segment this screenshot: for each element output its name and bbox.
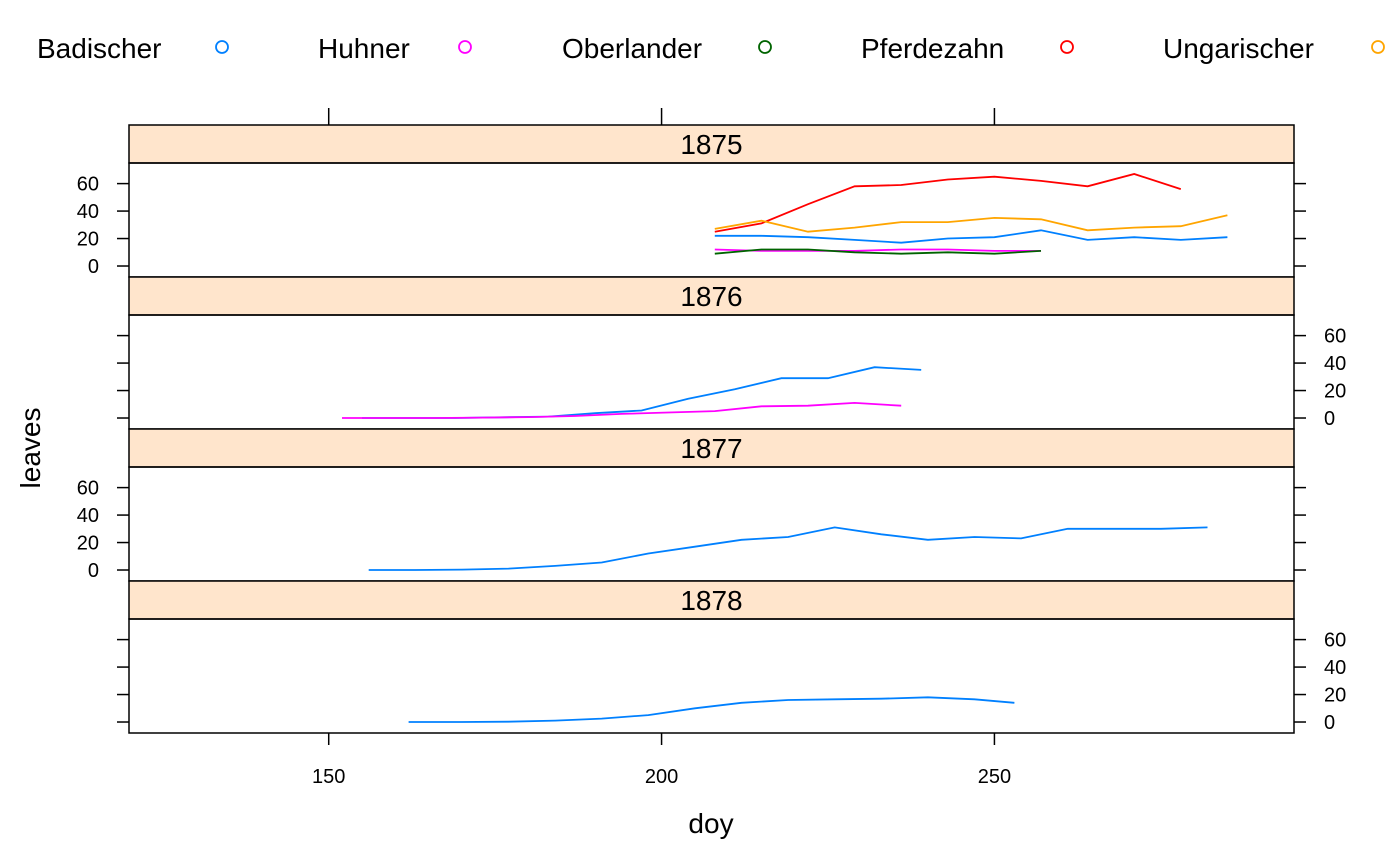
panel-frame [128, 162, 1295, 278]
legend-symbol [215, 40, 229, 54]
y-tick-label: 40 [1324, 353, 1346, 375]
series-line-huhner [342, 401, 902, 419]
y-tick-label: 0 [1324, 408, 1335, 430]
legend-symbol [758, 40, 772, 54]
legend-label: Ungarischer [1163, 33, 1314, 64]
y-axis-label: leaves [15, 408, 46, 489]
x-tick-label: 250 [978, 766, 1011, 788]
y-tick-label: 60 [1324, 326, 1346, 348]
y-tick-label: 20 [77, 229, 99, 251]
legend-label: Huhner [318, 33, 410, 64]
y-tick-label: 40 [1324, 657, 1346, 679]
panel-strip [128, 124, 1295, 164]
panel-strip [128, 428, 1295, 468]
y-tick-label: 0 [88, 560, 99, 582]
y-tick-label: 60 [1324, 630, 1346, 652]
panels: 1875 0 20 40 60 1876 0 20 40 60 1877 0 20 40 60 1878 0 20… [77, 124, 1346, 734]
panel-title: 1877 [680, 433, 742, 464]
panel-frame [128, 618, 1295, 734]
legend-label: Oberlander [562, 33, 702, 64]
series-line-badischer [408, 696, 1015, 723]
series-line-ungarischer [714, 214, 1228, 233]
x-tick-label: 200 [645, 766, 678, 788]
series-line-huhner [714, 248, 1041, 252]
y-tick-label: 40 [77, 201, 99, 223]
legend-symbol [458, 40, 472, 54]
series-line-oberlander [714, 248, 1042, 255]
y-tick-label: 60 [77, 174, 99, 196]
panel-1878: 1878 0 20 40 60 [117, 580, 1346, 734]
y-tick-label: 0 [88, 256, 99, 278]
panel-frame [128, 466, 1295, 582]
panel-1876: 1876 0 20 40 60 [117, 276, 1346, 430]
legend: Badischer Huhner Oberlander Pferdezahn Ungar… [37, 33, 1385, 64]
y-tick-label: 20 [1324, 381, 1346, 403]
y-tick-label: 0 [1324, 712, 1335, 734]
y-tick-label: 20 [1324, 685, 1346, 707]
y-tick-label: 60 [77, 478, 99, 500]
panel-title: 1878 [680, 585, 742, 616]
panel-strip [128, 276, 1295, 316]
series-line-pferdezahn [714, 173, 1182, 233]
y-tick-label: 40 [77, 505, 99, 527]
y-tick-label: 20 [77, 533, 99, 555]
series-line-badischer [714, 229, 1228, 244]
x-tick-label: 150 [312, 766, 345, 788]
panel-title: 1875 [680, 129, 742, 160]
panel-title: 1876 [680, 281, 742, 312]
axes: 150 200 250 [312, 108, 1011, 788]
series-line-badischer [362, 366, 922, 419]
panel-1877: 1877 0 20 40 60 [77, 428, 1306, 582]
series-line-badischer [368, 526, 1208, 571]
panel-1875: 1875 0 20 40 60 [77, 124, 1306, 278]
legend-label: Pferdezahn [861, 33, 1004, 64]
legend-label: Badischer [37, 33, 162, 64]
legend-symbol [1371, 40, 1385, 54]
legend-symbol [1060, 40, 1074, 54]
x-axis-label: doy [688, 808, 733, 839]
